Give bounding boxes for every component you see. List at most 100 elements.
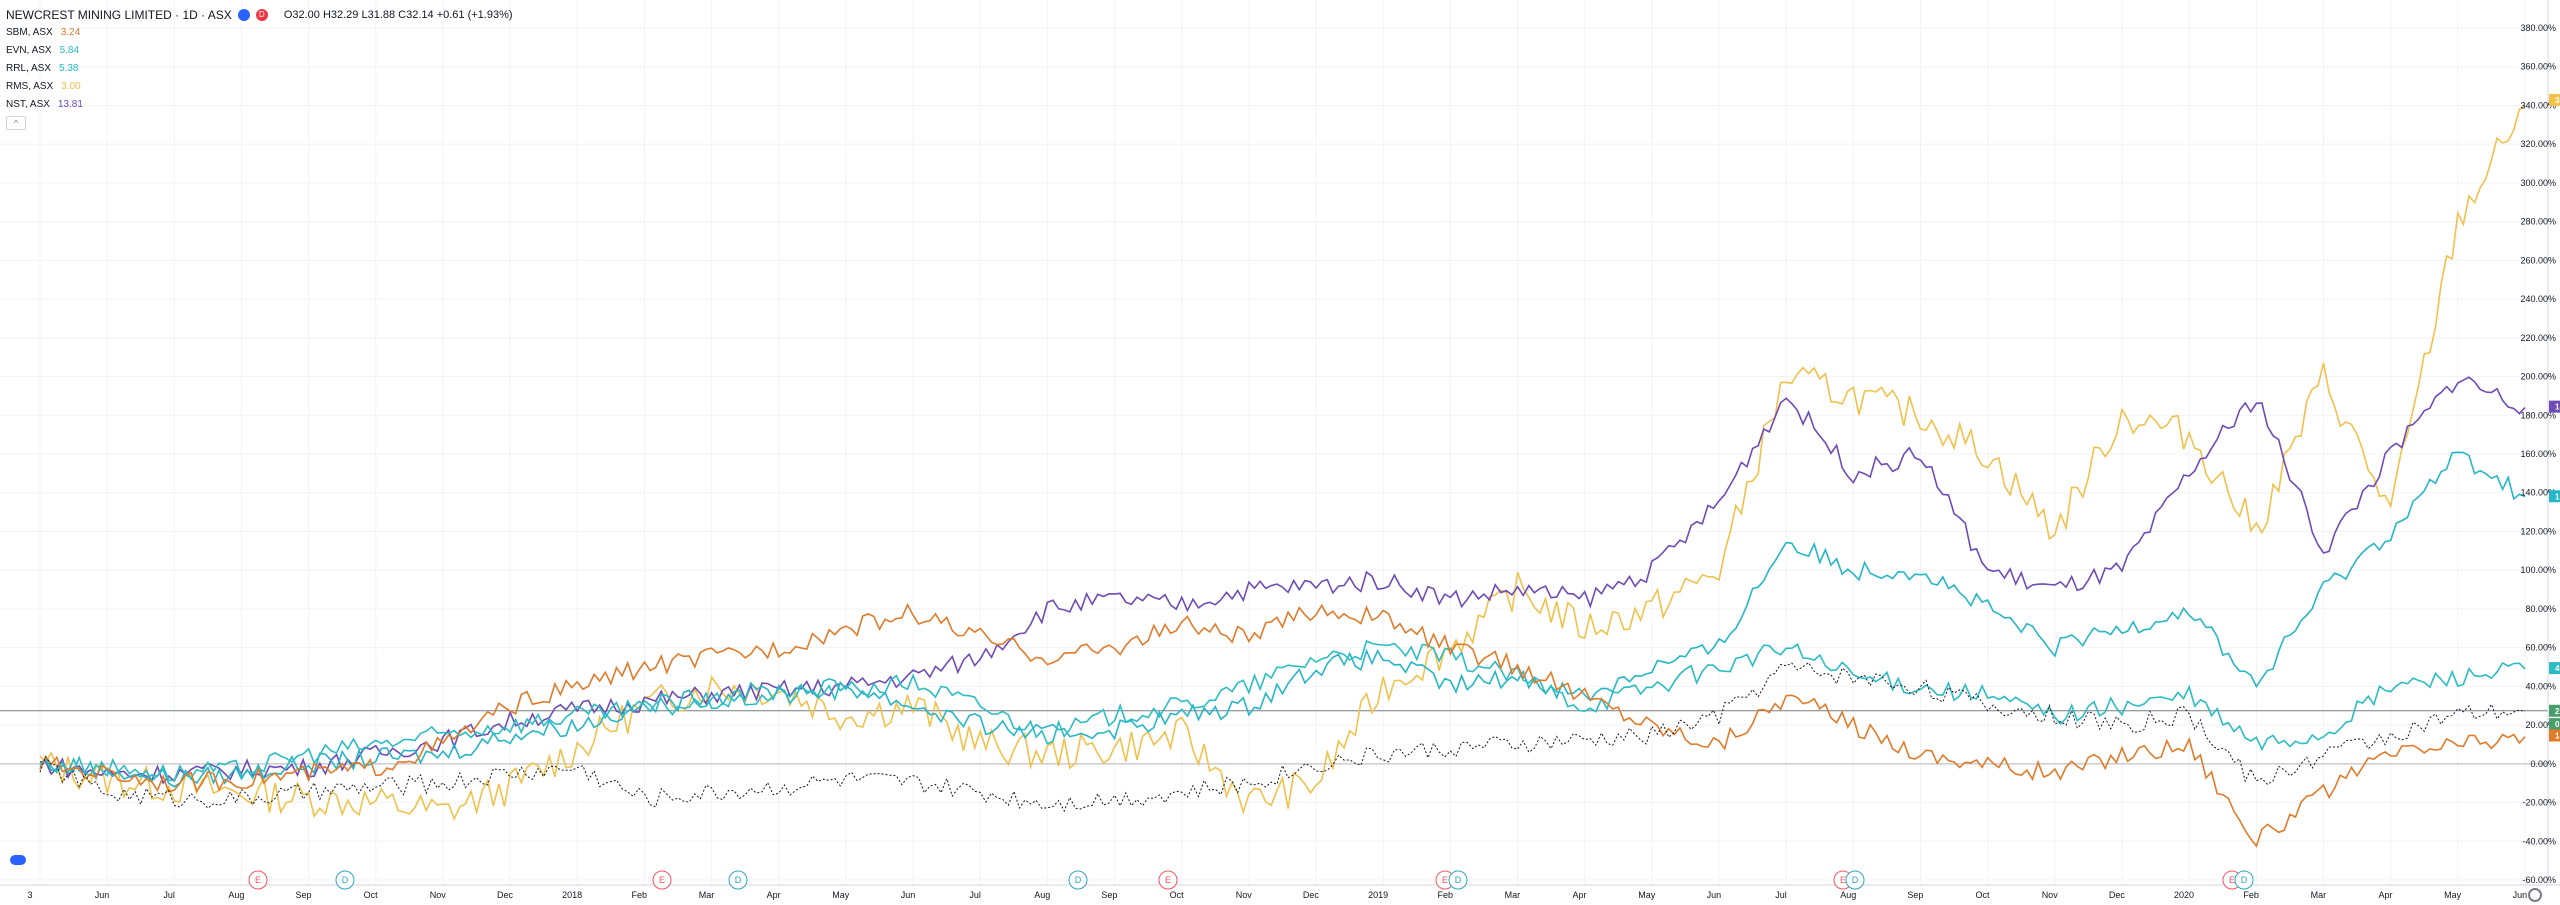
x-tick-label: Aug xyxy=(1034,890,1050,900)
x-tick-label: Apr xyxy=(2379,890,2393,900)
event-label: D xyxy=(1852,875,1859,885)
price-label-bg xyxy=(2549,490,2560,503)
event-label: E xyxy=(1165,875,1171,885)
ohlc-values: O32.00 H32.29 L31.88 C32.14 +0.61 (+1.93… xyxy=(283,9,513,21)
price-label: 27.39% xyxy=(2555,707,2560,716)
x-tick-label: Mar xyxy=(1505,890,1521,900)
compare-row[interactable]: RMS, ASX 3.00 xyxy=(6,78,513,96)
x-tick-label: Aug xyxy=(228,890,244,900)
y-tick-label: 0.00% xyxy=(2530,759,2556,769)
y-tick-label: 40.00% xyxy=(2525,681,2556,691)
dividend-badge[interactable]: D xyxy=(255,9,268,21)
x-tick-label: Dec xyxy=(2109,890,2126,900)
x-tick-label: Mar xyxy=(2311,890,2327,900)
price-label: 138.18% xyxy=(2555,492,2560,501)
earnings-marker: E xyxy=(652,870,672,890)
x-tick-label: Feb xyxy=(1437,890,1453,900)
price-label-bg xyxy=(2549,662,2560,675)
event-label: D xyxy=(735,875,742,885)
y-tick-label: 20.00% xyxy=(2525,720,2556,730)
y-tick-label: 380.00% xyxy=(2520,23,2556,33)
event-label: D xyxy=(1075,875,1082,885)
compare-row[interactable]: RRL, ASX 5.38 xyxy=(6,60,513,78)
compare-row[interactable]: NST, ASX 13.81 xyxy=(6,96,513,114)
y-tick-label: 100.00% xyxy=(2520,565,2556,575)
compare-symbol: SBM, ASX xyxy=(6,27,53,38)
y-tick-label: 240.00% xyxy=(2520,294,2556,304)
y-tick-label: 80.00% xyxy=(2525,604,2556,614)
y-axis: 380.00% 360.00% 340.00% 320.00% 300.00% 280.0… xyxy=(2520,23,2556,885)
x-tick-label: Sep xyxy=(295,890,311,900)
compare-row[interactable]: EVN, ASX 5.84 xyxy=(6,42,513,60)
y-tick-label: 140.00% xyxy=(2520,488,2556,498)
x-tick-label: Jun xyxy=(901,890,916,900)
event-label: E xyxy=(255,875,261,885)
compare-symbol: NST, ASX xyxy=(6,99,50,110)
series-line xyxy=(39,104,2526,821)
compare-symbol: RRL, ASX xyxy=(6,63,52,74)
event-label: E xyxy=(2229,875,2235,885)
settings-gear-icon[interactable] xyxy=(2528,888,2542,902)
chart-grid xyxy=(0,0,2560,886)
y-tick-label: -60.00% xyxy=(2522,875,2556,885)
series-line xyxy=(39,640,2526,782)
x-tick-label: Jul xyxy=(1775,890,1787,900)
x-tick-label: Jul xyxy=(969,890,981,900)
x-tick-label: 2019 xyxy=(1368,890,1388,900)
event-label: E xyxy=(659,875,665,885)
x-tick-label: Nov xyxy=(2042,890,2059,900)
compare-row[interactable]: SBM, ASX 3.24 xyxy=(6,24,513,42)
compare-value: 13.81 xyxy=(57,99,83,110)
x-tick-label: Feb xyxy=(632,890,648,900)
series-line xyxy=(39,376,2526,785)
price-label-bg xyxy=(2549,718,2560,731)
price-label-bg xyxy=(2549,704,2560,717)
y-tick-label: 300.00% xyxy=(2520,178,2556,188)
price-label: 14.62% xyxy=(2555,732,2560,741)
collapse-legend-button[interactable]: ^ xyxy=(6,116,26,130)
x-tick-label: Apr xyxy=(767,890,781,900)
y-tick-label: 60.00% xyxy=(2525,643,2556,653)
earnings-marker: E xyxy=(248,870,268,890)
x-tick-label: May xyxy=(2444,890,2462,900)
x-tick-label: Oct xyxy=(1976,890,1991,900)
x-tick-label: Sep xyxy=(1907,890,1923,900)
x-tick-label: Sep xyxy=(1101,890,1117,900)
x-tick-label: Feb xyxy=(2243,890,2259,900)
x-tick-label: Dec xyxy=(1303,890,1320,900)
x-tick-label: May xyxy=(832,890,850,900)
chart-legend: NEWCREST MINING LIMITED · 1D · ASX D O32… xyxy=(6,6,513,130)
x-tick-label: 3 xyxy=(27,890,32,900)
x-tick-label: Apr xyxy=(1573,890,1587,900)
series-line xyxy=(39,451,2526,788)
x-tick-label: Jun xyxy=(95,890,110,900)
x-tick-label: Aug xyxy=(1840,890,1856,900)
event-label: D xyxy=(1455,875,1462,885)
series-line xyxy=(39,602,2526,848)
dividend-marker: D xyxy=(1068,870,1088,890)
x-tick-label: 2018 xyxy=(562,890,582,900)
event-label: E xyxy=(1840,875,1846,885)
chart-series xyxy=(39,104,2526,848)
symbol-title: NEWCREST MINING LIMITED · 1D · ASX xyxy=(6,8,232,22)
y-tick-label: 180.00% xyxy=(2520,410,2556,420)
price-label-bg xyxy=(2549,729,2560,742)
cloud-icon[interactable] xyxy=(10,855,26,865)
price-label-bg xyxy=(2549,93,2560,106)
x-axis: 3 Jun Jul Aug Sep Oct Nov Dec 2018 Feb Mar Apr May Ju… xyxy=(27,890,2527,900)
x-tick-label: Jul xyxy=(163,890,175,900)
compare-symbol: RMS, ASX xyxy=(6,81,54,92)
dividend-marker: D xyxy=(728,870,748,890)
main-symbol-row[interactable]: NEWCREST MINING LIMITED · 1D · ASX D O32… xyxy=(6,6,513,24)
x-tick-label: Oct xyxy=(1170,890,1185,900)
y-tick-label: 260.00% xyxy=(2520,255,2556,265)
series-line xyxy=(39,661,2526,813)
x-tick-label: Oct xyxy=(364,890,379,900)
x-tick-label: 2020 xyxy=(2174,890,2194,900)
compare-value: 3.24 xyxy=(60,27,81,38)
dividend-marker: D xyxy=(1448,870,1468,890)
earnings-marker: E xyxy=(1158,870,1178,890)
x-tick-label: Dec xyxy=(497,890,514,900)
